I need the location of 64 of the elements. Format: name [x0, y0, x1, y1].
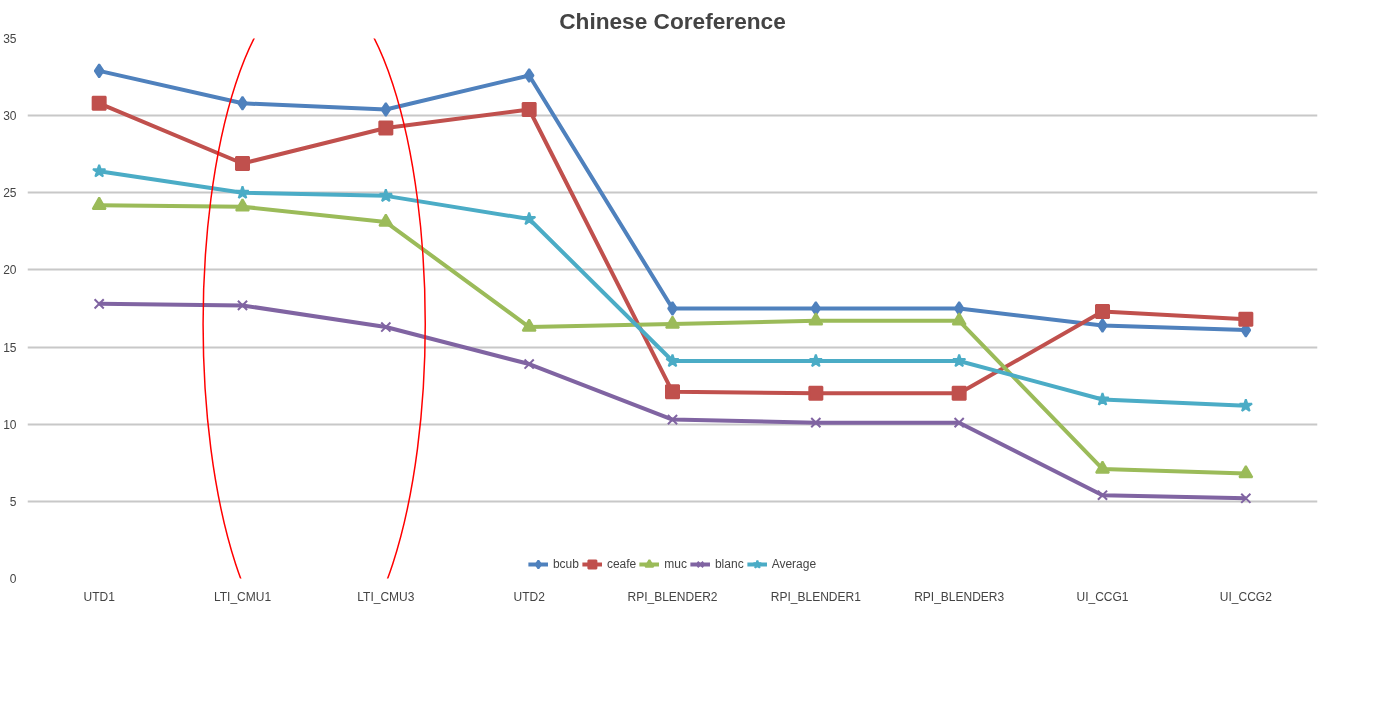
point [378, 188, 394, 203]
point [1238, 465, 1254, 479]
point [1240, 492, 1252, 504]
point [665, 315, 680, 329]
point [91, 95, 107, 111]
x-tick-label: UI_CCG1 [1076, 589, 1129, 604]
point [235, 185, 250, 200]
point [808, 312, 824, 326]
chart-title: Chinese Coreference [559, 7, 786, 34]
y-tick-label: 20 [3, 263, 17, 278]
point [380, 321, 392, 333]
point [808, 353, 824, 368]
point [665, 384, 680, 400]
point [91, 196, 107, 210]
point [1238, 398, 1254, 412]
point [951, 385, 967, 401]
legend-label: ceafe [606, 557, 637, 571]
point [521, 318, 537, 332]
legend-label: blanc [714, 557, 744, 571]
legend-label: bcub [552, 557, 579, 571]
point [523, 358, 535, 370]
point [953, 417, 965, 429]
point [378, 213, 394, 227]
point [951, 353, 967, 368]
x-tick-label: UTD2 [513, 589, 546, 604]
point [380, 101, 392, 117]
point [666, 413, 679, 426]
point [378, 120, 394, 136]
legend-label: muc [664, 557, 687, 571]
point [93, 63, 105, 79]
x-tick-label: UI_CCG2 [1219, 589, 1273, 604]
x-tick-label: RPI_BLENDER3 [914, 589, 1005, 604]
x-tick-label: LTI_CMU3 [357, 589, 415, 604]
point [91, 163, 107, 178]
y-tick-label: 15 [3, 340, 17, 355]
point [523, 68, 535, 84]
y-tick-label: 30 [3, 109, 17, 124]
x-tick-label: UTD1 [83, 589, 116, 604]
point [235, 155, 250, 171]
y-tick-label: 5 [9, 494, 17, 509]
point [93, 298, 105, 310]
x-tick-label: LTI_CMU1 [213, 589, 272, 604]
y-tick-label: 35 [3, 32, 17, 46]
point [235, 198, 250, 212]
point [1238, 311, 1254, 327]
y-tick-label: 25 [3, 186, 17, 201]
point [810, 417, 822, 429]
point [953, 301, 965, 316]
point [810, 301, 822, 316]
point [1095, 304, 1110, 320]
point [1095, 460, 1110, 474]
point [1095, 392, 1110, 406]
legend-label: Average [771, 557, 817, 571]
point [951, 312, 967, 326]
point [808, 385, 824, 401]
point [521, 101, 537, 117]
point [665, 353, 680, 368]
point [667, 301, 678, 316]
point [1096, 489, 1109, 501]
y-tick-label: 0 [9, 572, 17, 586]
y-tick-label: 10 [3, 417, 17, 432]
point [236, 299, 249, 312]
x-tick-label: RPI_BLENDER1 [770, 589, 862, 604]
x-tick-label: RPI_BLENDER2 [627, 589, 718, 604]
